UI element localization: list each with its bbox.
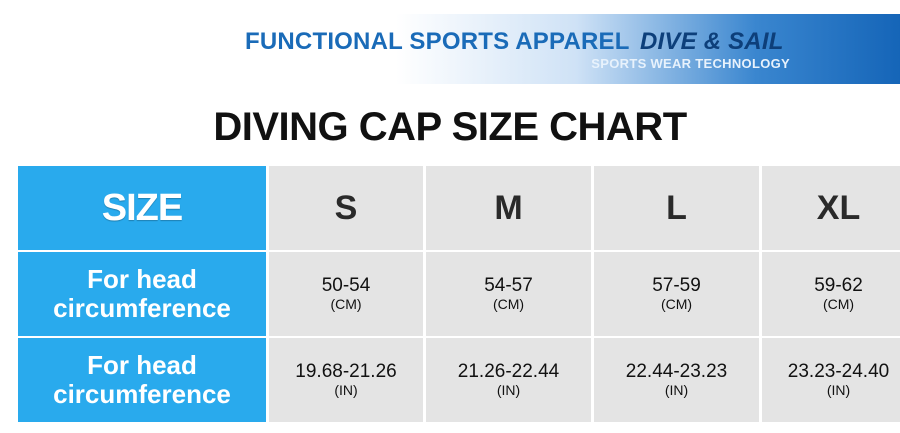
cell-unit: (CM)	[330, 296, 362, 312]
size-column-header-s: S	[269, 166, 423, 250]
size-header-label: SIZE	[101, 186, 183, 229]
size-column-header-m: M	[426, 166, 591, 250]
size-letter: L	[666, 188, 687, 227]
table-cell: 59-62 (CM)	[762, 252, 900, 336]
table-cell: 21.26-22.44 (IN)	[426, 338, 591, 422]
banner-tagline: SPORTS WEAR TECHNOLOGY	[591, 56, 790, 71]
cell-unit: (IN)	[334, 382, 358, 398]
cell-value: 50-54	[321, 275, 371, 296]
cell-unit: (CM)	[492, 296, 525, 312]
table-cell: 22.44-23.23 (IN)	[594, 338, 759, 422]
brand-banner	[180, 14, 900, 84]
table-cell: 54-57 (CM)	[426, 252, 591, 336]
row-label-text: For head circumference	[53, 264, 231, 323]
table-cell: 57-59 (CM)	[594, 252, 759, 336]
cell-unit: (CM)	[822, 296, 855, 312]
size-letter: XL	[816, 188, 861, 227]
row-label-in: For head circumference	[18, 338, 266, 422]
cell-unit: (IN)	[826, 382, 851, 398]
size-chart-table: SIZE S M L XL For head circumference 50-…	[18, 166, 900, 422]
cell-value: 23.23-24.40	[787, 361, 890, 382]
size-column-header-xl: XL	[762, 166, 900, 250]
page-title: DIVING CAP SIZE CHART	[213, 105, 687, 149]
cell-value: 21.26-22.44	[457, 361, 560, 382]
banner-headline-text: FUNCTIONAL SPORTS APPAREL	[245, 28, 630, 55]
cell-value: 54-57	[484, 275, 533, 296]
cell-value: 22.44-23.23	[625, 361, 728, 382]
cell-unit: (IN)	[664, 382, 689, 398]
table-cell: 19.68-21.26 (IN)	[269, 338, 423, 422]
size-header-cell: SIZE	[18, 166, 266, 250]
cell-value: 59-62	[814, 275, 863, 296]
size-letter: M	[494, 188, 523, 227]
row-label-cm: For head circumference	[18, 252, 266, 336]
cell-value: 57-59	[652, 275, 701, 296]
size-letter: S	[334, 188, 358, 227]
cell-unit: (CM)	[660, 296, 693, 312]
row-label-text: For head circumference	[53, 350, 231, 409]
banner-brand: DIVE & SAIL	[640, 28, 784, 55]
cell-unit: (IN)	[496, 382, 521, 398]
cell-value: 19.68-21.26	[295, 361, 397, 382]
table-cell: 50-54 (CM)	[269, 252, 423, 336]
table-cell: 23.23-24.40 (IN)	[762, 338, 900, 422]
banner-headline: FUNCTIONAL SPORTS APPAREL DIVE & SAIL	[245, 28, 805, 56]
size-column-header-l: L	[594, 166, 759, 250]
